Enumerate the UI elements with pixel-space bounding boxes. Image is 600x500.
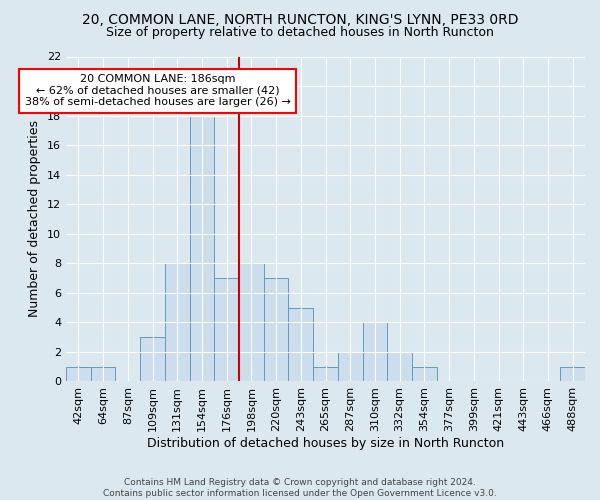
- Bar: [190, 116, 214, 382]
- Bar: [362, 322, 387, 382]
- Bar: [66, 366, 91, 382]
- Bar: [165, 264, 190, 382]
- Bar: [387, 352, 412, 382]
- Text: 20, COMMON LANE, NORTH RUNCTON, KING'S LYNN, PE33 0RD: 20, COMMON LANE, NORTH RUNCTON, KING'S L…: [82, 12, 518, 26]
- Bar: [214, 278, 239, 382]
- Bar: [313, 366, 338, 382]
- Bar: [239, 264, 264, 382]
- Text: Size of property relative to detached houses in North Runcton: Size of property relative to detached ho…: [106, 26, 494, 39]
- Text: Contains HM Land Registry data © Crown copyright and database right 2024.
Contai: Contains HM Land Registry data © Crown c…: [103, 478, 497, 498]
- Text: 20 COMMON LANE: 186sqm
← 62% of detached houses are smaller (42)
38% of semi-det: 20 COMMON LANE: 186sqm ← 62% of detached…: [25, 74, 290, 108]
- Bar: [412, 366, 437, 382]
- Y-axis label: Number of detached properties: Number of detached properties: [28, 120, 41, 318]
- Bar: [264, 278, 289, 382]
- Bar: [338, 352, 362, 382]
- Bar: [289, 308, 313, 382]
- Bar: [91, 366, 115, 382]
- Bar: [560, 366, 585, 382]
- X-axis label: Distribution of detached houses by size in North Runcton: Distribution of detached houses by size …: [147, 437, 504, 450]
- Bar: [140, 337, 165, 382]
